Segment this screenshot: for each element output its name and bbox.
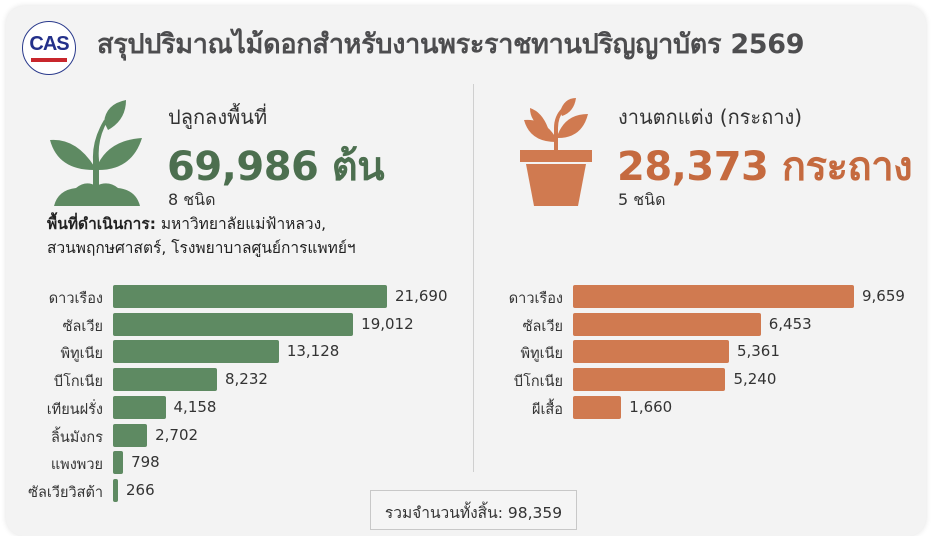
bar-label: พิทูเนีย: [60, 346, 103, 363]
bar-label: ลิ้นมังกร: [50, 429, 103, 446]
bar: [573, 340, 729, 364]
bar-value: 798: [131, 453, 160, 472]
bar-value: 8,232: [224, 370, 268, 389]
bar-value: 5,361: [736, 342, 780, 361]
bar: [573, 312, 761, 336]
bar: [113, 312, 354, 336]
area-label: พื้นที่ดำเนินการ:: [47, 215, 156, 233]
operation-area: พื้นที่ดำเนินการ: มหาวิทยาลัยแม่ฟ้าหลวง,…: [47, 212, 356, 260]
bar-label: ซัลเวียวิสต้า: [28, 484, 103, 501]
right-count: 5 ชนิด: [618, 190, 666, 209]
bar: [573, 368, 726, 392]
bar: [113, 340, 279, 364]
bar-value: 266: [126, 480, 155, 499]
bar-value: 4,158: [173, 397, 217, 416]
bar-value: 1,660: [629, 397, 673, 416]
right-total: 28,373 กระถาง: [617, 144, 913, 190]
area-line2: สวนพฤกษศาสตร์, โรงพยาบาลศูนย์การแพทย์ฯ: [47, 239, 356, 257]
bar-label: แพงพวย: [50, 457, 103, 474]
bar-label: เทียนฝรั่ง: [46, 401, 103, 418]
left-subtitle: ปลูกลงพื้นที่: [168, 105, 268, 129]
sprout-icon: [50, 100, 142, 206]
bar-label: บีโกเนีย: [53, 374, 103, 391]
bar-value: 9,659: [862, 287, 905, 305]
bar-value: 5,240: [733, 370, 777, 389]
bar: [113, 451, 124, 475]
bar: [113, 395, 166, 419]
logo-strip: [31, 58, 67, 62]
bar-label: ดาวเรือง: [508, 291, 563, 307]
logo-text: CAS: [29, 33, 69, 55]
infographic-card: [6, 6, 926, 536]
bar: [573, 285, 854, 308]
bar-value: 2,702: [155, 425, 199, 444]
cas-logo: CAS: [22, 21, 76, 75]
potted-plant-icon: [520, 98, 592, 206]
bar: [113, 423, 148, 447]
right-subtitle: งานตกแต่ง (กระถาง): [618, 105, 803, 129]
bar-value: 21,690: [395, 287, 448, 305]
bar-label: ซัลเวีย: [522, 318, 563, 335]
bar-value: 6,453: [768, 314, 812, 333]
bar: [113, 285, 387, 308]
bar-label: พิทูเนีย: [520, 346, 563, 363]
divider: [473, 84, 474, 472]
bar: [113, 478, 118, 502]
bar-label: บีโกเนีย: [513, 374, 563, 391]
bar-label: ผีเสื้อ: [531, 401, 563, 418]
bar: [113, 368, 217, 392]
bar: [573, 395, 622, 419]
left-count: 8 ชนิด: [168, 190, 216, 209]
bar-value: 13,128: [286, 342, 340, 361]
bar-label: ดาวเรือง: [48, 291, 103, 307]
left-total: 69,986 ต้น: [167, 144, 385, 190]
area-line1: มหาวิทยาลัยแม่ฟ้าหลวง,: [155, 215, 327, 233]
bar-value: 19,012: [361, 314, 414, 333]
bar-label: ซัลเวีย: [62, 318, 103, 335]
page-title: สรุปปริมาณไม้ดอกสำหรับงานพระราชทานปริญญา…: [97, 29, 805, 60]
grand-total-box: รวมจำนวนทั้งสิ้น: 98,359: [370, 490, 577, 530]
